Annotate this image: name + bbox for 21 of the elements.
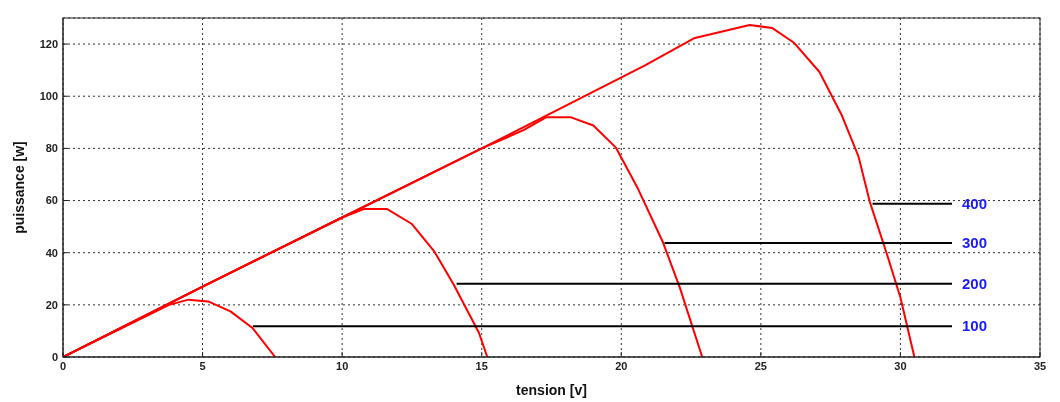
y-tick-label: 40: [45, 246, 58, 259]
x-tick-label: 20: [615, 359, 628, 372]
y-tick-label: 0: [51, 350, 58, 363]
annotation: 200: [962, 274, 988, 292]
annotation: 100: [962, 317, 988, 335]
x-tick-label: 35: [1033, 359, 1047, 372]
x-tick-label: 0: [59, 359, 67, 372]
y-tick-label: 120: [39, 37, 58, 50]
x-axis-title: tension [v]: [516, 382, 587, 398]
x-tick-label: 25: [754, 359, 767, 372]
x-tick-label: 30: [894, 359, 907, 372]
x-tick-label: 5: [199, 359, 206, 372]
x-tick-label: 15: [475, 359, 488, 372]
x-tick-label: 10: [336, 359, 349, 372]
y-axis-title: puissance [w]: [10, 141, 27, 234]
annotation: 400: [962, 194, 988, 212]
y-tick-label: 100: [39, 90, 58, 103]
y-tick-label: 80: [45, 142, 58, 155]
y-tick-label: 60: [45, 194, 58, 207]
y-tick-label: 20: [45, 298, 58, 311]
annotation: 300: [962, 234, 988, 252]
